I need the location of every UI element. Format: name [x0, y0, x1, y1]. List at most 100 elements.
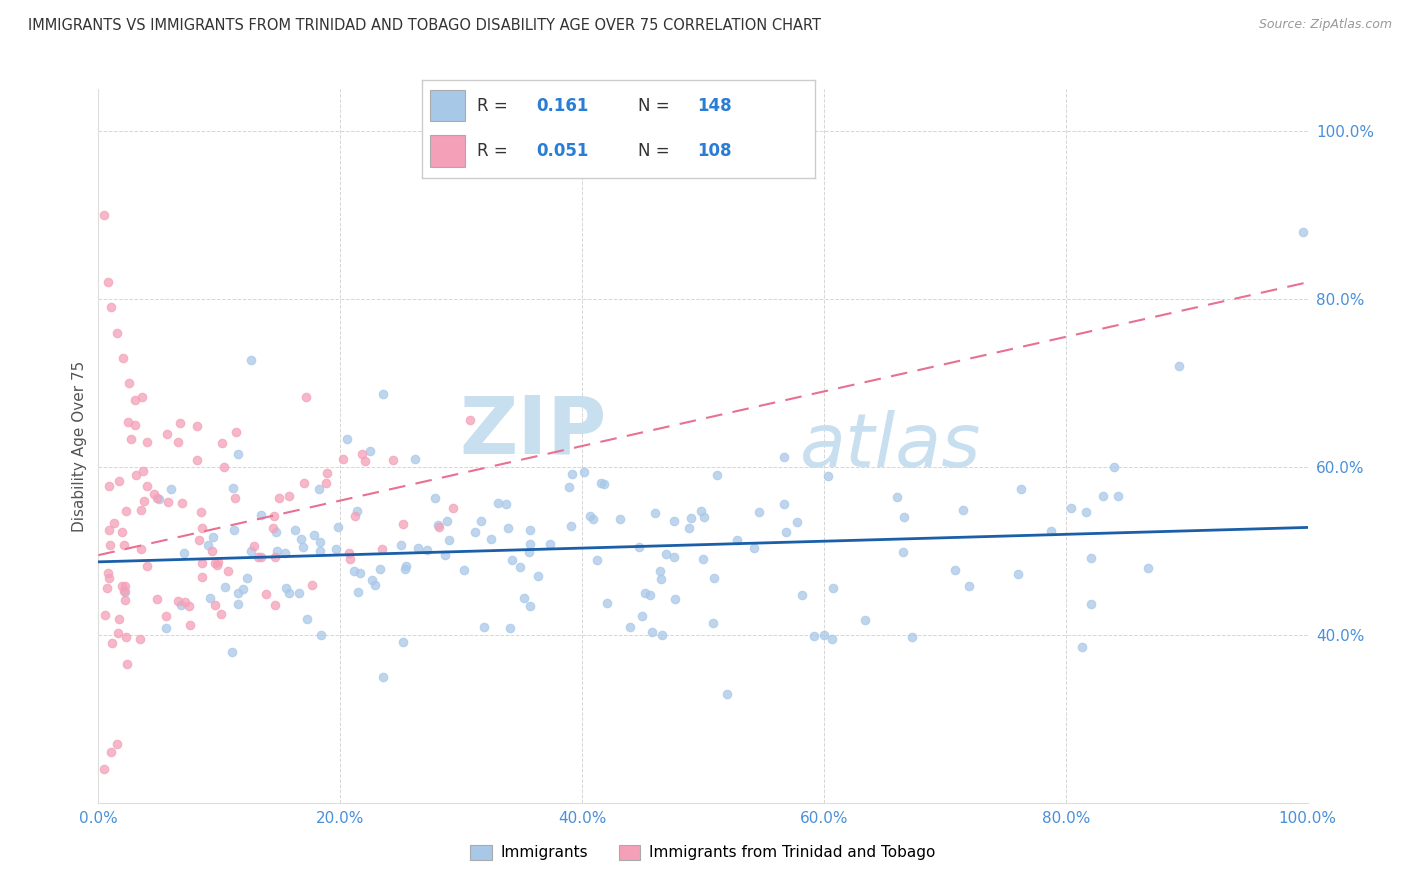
Point [1074, 505, 1097, 519]
Point [790, 589, 813, 603]
Point [124, 417, 146, 432]
Point [202, 530, 225, 544]
Point [416, 542, 439, 557]
Point [190, 556, 212, 570]
Point [703, 571, 725, 585]
Point [114, 585, 136, 599]
Point [773, 497, 796, 511]
Point [662, 549, 685, 564]
Point [217, 564, 239, 578]
Point [276, 582, 298, 596]
Point [159, 482, 181, 496]
Point [495, 496, 517, 510]
Point [111, 579, 134, 593]
Point [470, 514, 492, 528]
Point [458, 413, 481, 427]
Point [1040, 524, 1063, 538]
Point [501, 552, 523, 566]
Point [114, 579, 136, 593]
Point [519, 599, 541, 614]
Point [538, 537, 561, 551]
Point [813, 628, 835, 642]
Point [112, 584, 135, 599]
Point [103, 516, 125, 530]
Point [693, 509, 716, 524]
Point [263, 509, 285, 524]
Point [191, 521, 214, 535]
Point [725, 533, 748, 547]
Point [373, 670, 395, 684]
Point [302, 527, 325, 541]
Legend: Immigrants, Immigrants from Trinidad and Tobago: Immigrants, Immigrants from Trinidad and… [464, 838, 942, 866]
Point [246, 550, 269, 565]
Point [519, 537, 541, 551]
Point [190, 505, 212, 519]
Point [250, 550, 273, 565]
Point [108, 612, 131, 626]
Point [148, 491, 170, 506]
Point [157, 495, 180, 509]
Point [427, 520, 450, 534]
Y-axis label: Disability Age Over 75: Disability Age Over 75 [72, 360, 87, 532]
Point [105, 326, 128, 340]
Point [155, 609, 177, 624]
Point [1007, 567, 1029, 582]
Point [423, 491, 446, 505]
Point [262, 521, 284, 535]
Point [817, 469, 839, 483]
Text: 0.051: 0.051 [536, 142, 588, 160]
Point [337, 546, 360, 560]
Point [644, 506, 666, 520]
Point [679, 511, 702, 525]
Point [135, 558, 157, 573]
Point [748, 505, 770, 519]
Point [170, 598, 193, 612]
Point [214, 580, 236, 594]
Point [347, 584, 370, 599]
Point [222, 481, 245, 495]
Point [156, 427, 179, 442]
Point [101, 636, 124, 650]
Point [111, 351, 134, 365]
Point [957, 579, 980, 593]
Point [204, 556, 226, 570]
Point [1060, 500, 1083, 515]
Point [627, 541, 650, 555]
Point [441, 500, 464, 515]
Point [269, 491, 291, 505]
Point [186, 452, 208, 467]
Point [589, 476, 612, 491]
Point [232, 582, 254, 597]
Point [274, 546, 297, 560]
Point [1010, 482, 1032, 496]
Point [264, 598, 287, 612]
Point [207, 556, 229, 570]
Point [179, 599, 201, 614]
Point [167, 593, 190, 607]
Point [706, 467, 728, 482]
Point [343, 564, 366, 578]
Point [472, 620, 495, 634]
Point [394, 562, 416, 576]
Point [651, 628, 673, 642]
Point [619, 620, 641, 634]
Point [1080, 551, 1102, 566]
Point [395, 558, 418, 573]
Point [346, 504, 368, 518]
Point [115, 657, 138, 671]
Point [1080, 597, 1102, 611]
Point [288, 586, 311, 600]
Point [100, 301, 122, 315]
Point [239, 353, 262, 368]
Point [352, 447, 374, 461]
Point [332, 452, 354, 467]
Point [1291, 225, 1313, 239]
Point [228, 447, 250, 461]
Point [129, 632, 152, 647]
Point [301, 578, 323, 592]
Point [578, 509, 600, 524]
Point [952, 503, 974, 517]
Point [167, 434, 190, 449]
Point [266, 543, 288, 558]
Point [821, 632, 844, 646]
